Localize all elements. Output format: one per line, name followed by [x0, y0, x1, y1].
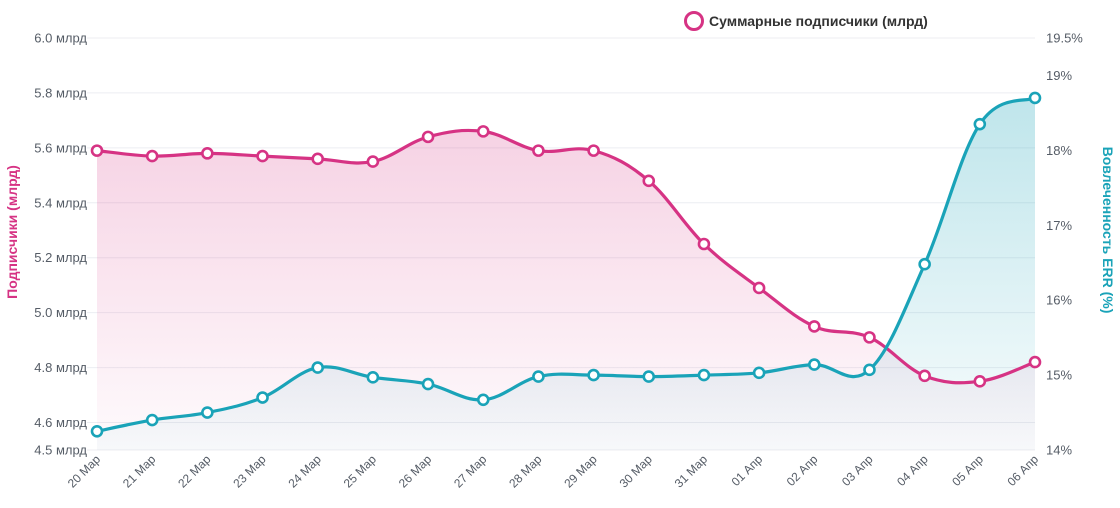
y-right-tick-label: 14%: [1046, 443, 1072, 458]
x-tick-label: 30 Мар: [617, 452, 656, 491]
y-right-tick-label: 18%: [1046, 143, 1072, 158]
legend-label: Суммарные подписчики (млрд): [709, 13, 928, 29]
engagement-data-point[interactable]: [807, 358, 821, 371]
x-tick-label: 02 Апр: [784, 452, 821, 489]
x-axis: 20 Мар 21 Мар 22 Мар 23 Мар 24 Мар 25 Мар 26 М…: [65, 452, 1042, 491]
y-axis-left-title: Подписчики (млрд): [4, 165, 20, 299]
x-tick-label: 20 Мар: [65, 452, 104, 491]
subscribers-data-point[interactable]: [918, 369, 931, 383]
subscribers-data-point[interactable]: [366, 155, 380, 168]
engagement-data-point[interactable]: [752, 366, 766, 380]
y-left-tick-label: 4.5 млрд: [34, 443, 87, 458]
y-left-tick-label: 5.4 млрд: [34, 195, 87, 210]
subscribers-data-point[interactable]: [145, 149, 159, 163]
x-tick-label: 06 Апр: [1004, 452, 1041, 489]
y-right-tick-label: 19.5%: [1046, 31, 1083, 46]
x-tick-label: 23 Мар: [230, 452, 269, 491]
subscribers-data-point[interactable]: [697, 237, 711, 251]
engagement-data-point[interactable]: [421, 377, 435, 391]
y-left-tick-label: 5.8 млрд: [34, 85, 87, 100]
y-left-tick-label: 4.6 млрд: [34, 415, 87, 430]
x-tick-label: 27 Мар: [451, 452, 490, 491]
engagement-data-point[interactable]: [973, 117, 987, 131]
subscribers-data-point[interactable]: [201, 147, 214, 160]
subscribers-data-point[interactable]: [752, 281, 766, 295]
y-right-tick-label: 17%: [1046, 218, 1072, 233]
y-left-tick-label: 5.2 млрд: [34, 250, 87, 265]
y-left-tick-label: 4.8 млрд: [34, 360, 87, 375]
x-tick-label: 31 Мар: [672, 452, 711, 491]
x-tick-label: 26 Мар: [396, 452, 435, 491]
x-tick-label: 05 Апр: [949, 452, 986, 489]
engagement-data-point[interactable]: [863, 363, 876, 377]
x-tick-label: 29 Мар: [561, 452, 600, 491]
subscribers-data-point[interactable]: [90, 144, 104, 157]
subscribers-data-point[interactable]: [587, 144, 600, 157]
y-right-tick-label: 15%: [1046, 368, 1072, 383]
engagement-data-point[interactable]: [918, 257, 931, 271]
right-axis: 14% 15% 16% 17% 18% 19% 19.5%: [1046, 31, 1083, 458]
y-left-tick-label: 5.0 млрд: [34, 305, 87, 320]
subscribers-data-point[interactable]: [973, 375, 987, 388]
x-tick-label: 01 Апр: [729, 452, 766, 489]
subscribers-data-point[interactable]: [256, 149, 269, 163]
subscribers-data-point[interactable]: [1028, 355, 1042, 369]
engagement-data-point[interactable]: [532, 370, 545, 383]
x-tick-label: 28 Мар: [506, 452, 545, 491]
engagement-data-point[interactable]: [256, 391, 269, 404]
engagement-data-point[interactable]: [366, 371, 380, 384]
x-tick-label: 22 Мар: [175, 452, 214, 491]
engagement-data-point[interactable]: [145, 413, 159, 427]
area-fills: [97, 97, 1035, 450]
x-tick-label: 04 Апр: [894, 452, 931, 489]
data-points: [90, 91, 1042, 438]
engagement-data-point[interactable]: [587, 368, 600, 382]
subscribers-data-point[interactable]: [863, 331, 876, 344]
x-tick-label: 25 Мар: [341, 452, 380, 491]
subscribers-data-point[interactable]: [476, 125, 490, 138]
engagement-area-fill: [97, 97, 1035, 450]
engagement-data-point[interactable]: [311, 361, 325, 374]
x-tick-label: 03 Апр: [839, 452, 876, 489]
x-tick-label: 24 Мар: [286, 452, 325, 491]
y-right-tick-label: 19%: [1046, 68, 1072, 83]
left-axis: 4.5 млрд 4.6 млрд 4.8 млрд 5.0 млрд 5.2 млрд…: [34, 31, 87, 458]
x-tick-label: 21 Мар: [120, 452, 159, 491]
subscribers-data-point[interactable]: [642, 174, 656, 188]
engagement-data-point[interactable]: [201, 406, 214, 419]
subscribers-data-point[interactable]: [532, 144, 545, 157]
legend[interactable]: Суммарные подписчики (млрд): [684, 11, 928, 31]
engagement-data-point[interactable]: [476, 393, 490, 407]
subscribers-data-point[interactable]: [421, 130, 435, 144]
subscribers-data-point[interactable]: [311, 152, 325, 166]
legend-marker-icon: [684, 11, 704, 31]
y-right-tick-label: 16%: [1046, 293, 1072, 308]
engagement-data-point[interactable]: [1028, 91, 1042, 105]
y-left-tick-label: 6.0 млрд: [34, 31, 87, 46]
engagement-data-point[interactable]: [642, 370, 656, 383]
y-axis-right-title: Вовлеченность ERR (%): [1100, 147, 1116, 314]
y-left-tick-label: 5.6 млрд: [34, 140, 87, 155]
engagement-data-point[interactable]: [90, 424, 104, 438]
subscribers-data-point[interactable]: [807, 320, 821, 333]
engagement-data-point[interactable]: [697, 368, 711, 382]
